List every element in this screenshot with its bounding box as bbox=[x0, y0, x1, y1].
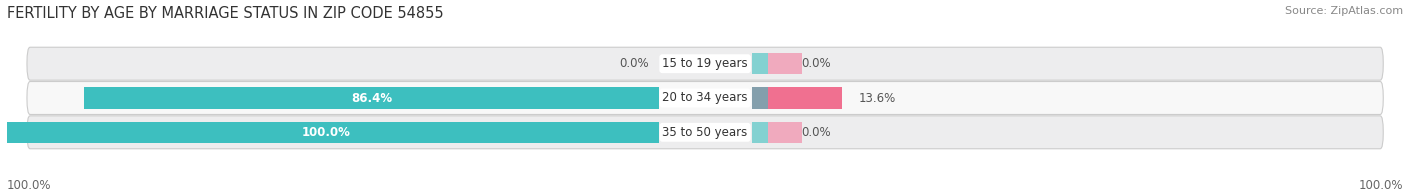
Text: FERTILITY BY AGE BY MARRIAGE STATUS IN ZIP CODE 54855: FERTILITY BY AGE BY MARRIAGE STATUS IN Z… bbox=[7, 6, 444, 21]
Bar bbox=[0, 122, 658, 143]
Text: 0.0%: 0.0% bbox=[801, 126, 831, 139]
FancyBboxPatch shape bbox=[27, 116, 1384, 149]
Text: 15 to 19 years: 15 to 19 years bbox=[662, 57, 748, 70]
Text: 0.0%: 0.0% bbox=[619, 57, 648, 70]
Text: 100.0%: 100.0% bbox=[1358, 179, 1403, 192]
Text: 100.0%: 100.0% bbox=[7, 179, 52, 192]
Bar bbox=[752, 87, 768, 109]
Bar bbox=[768, 53, 801, 74]
Bar bbox=[752, 87, 842, 109]
Bar bbox=[752, 53, 768, 74]
Bar bbox=[752, 122, 768, 143]
Text: 20 to 34 years: 20 to 34 years bbox=[662, 92, 748, 104]
Text: Source: ZipAtlas.com: Source: ZipAtlas.com bbox=[1285, 6, 1403, 16]
Text: 86.4%: 86.4% bbox=[352, 92, 392, 104]
Text: 100.0%: 100.0% bbox=[302, 126, 350, 139]
Bar bbox=[84, 87, 658, 109]
Text: 0.0%: 0.0% bbox=[801, 57, 831, 70]
Text: 13.6%: 13.6% bbox=[859, 92, 896, 104]
Text: 35 to 50 years: 35 to 50 years bbox=[662, 126, 748, 139]
Bar bbox=[768, 122, 801, 143]
FancyBboxPatch shape bbox=[27, 82, 1384, 114]
FancyBboxPatch shape bbox=[27, 47, 1384, 80]
